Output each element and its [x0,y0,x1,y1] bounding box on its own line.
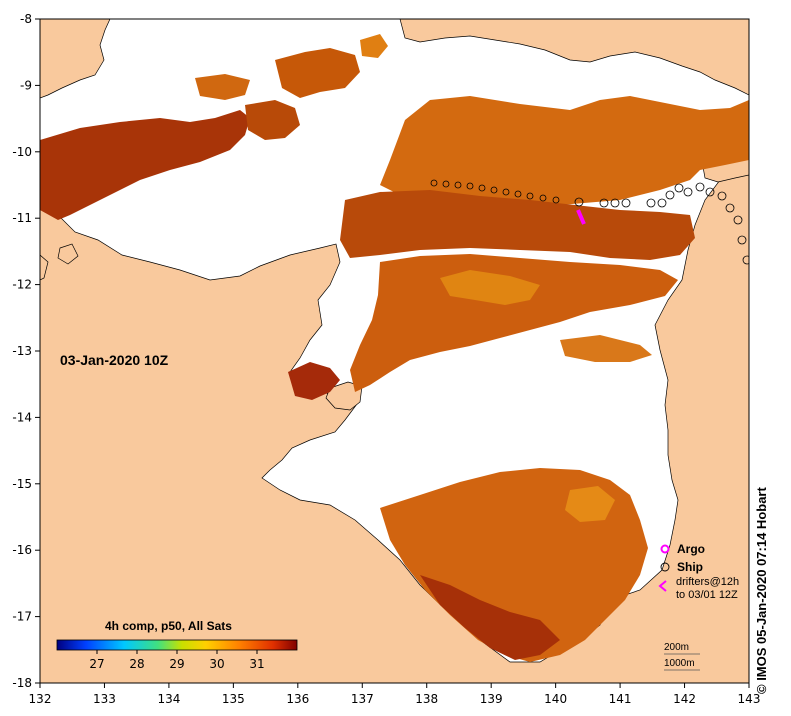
legend-isobath-200: 200m [664,642,689,653]
x-axis: 132 133 134 135 136 137 138 139 140 141 142 143 [29,683,761,706]
x-tick-label: 142 [673,692,696,706]
y-tick-label: -18 [12,676,32,690]
ship-track [430,179,749,265]
x-tick-label: 132 [29,692,52,706]
land-png [399,19,749,96]
x-tick-label: 141 [609,692,632,706]
y-tick-label: -12 [12,278,32,292]
argo-icon [660,544,670,554]
land-groote [325,381,363,411]
legend-drifters-line2: to 03/01 12Z [676,589,738,601]
y-tick-label: -13 [12,344,32,358]
colorbar-tick-label: 28 [129,657,144,671]
y-tick-label: -8 [20,12,32,26]
legend-argo: Argo [677,542,705,556]
land-northwest [40,19,111,99]
legend-isobath-1000: 1000m [664,658,695,669]
colorbar-tick-label: 31 [249,657,264,671]
colorbar [56,639,298,651]
y-tick-label: -14 [12,410,32,424]
y-tick-label: -10 [12,145,32,159]
x-tick-label: 135 [222,692,245,706]
x-tick-label: 137 [351,692,374,706]
ship-icon [660,562,670,572]
y-tick-label: -11 [12,211,32,225]
y-axis: -8 -9 -10 -11 -12 -13 -14 -15 -16 -17 -18 [12,12,40,690]
y-tick-label: -9 [20,78,32,92]
land-arnhem [40,169,749,683]
x-tick-label: 136 [286,692,309,706]
timestamp-label: 03-Jan-2020 10Z [60,352,169,368]
colorbar-tick-label: 30 [209,657,224,671]
x-tick-label: 133 [93,692,116,706]
y-tick-label: -15 [12,477,32,491]
colorbar-tick-label: 29 [169,657,184,671]
credit-text: © IMOS 05-Jan-2020 07:14 Hobart [754,487,769,694]
legend: Argo Ship drifters@12h to 03/01 12Z 200m… [658,542,739,671]
x-tick-label: 138 [415,692,438,706]
y-tick-label: -17 [12,610,32,624]
x-tick-label: 139 [480,692,503,706]
colorbar-ticks: 27 28 29 30 31 [89,650,265,671]
colorbar-title: 4h comp, p50, All Sats [105,619,232,633]
colorbar-tick-label: 27 [89,657,104,671]
y-tick-label: -16 [12,543,32,557]
x-tick-label: 134 [157,692,180,706]
x-tick-label: 143 [738,692,761,706]
legend-drifters-line1: drifters@12h [676,576,739,588]
drifter-icon [658,580,667,592]
x-tick-label: 140 [544,692,567,706]
sst-field [40,34,749,662]
legend-ship: Ship [677,560,703,574]
drifter-marker [576,209,586,225]
